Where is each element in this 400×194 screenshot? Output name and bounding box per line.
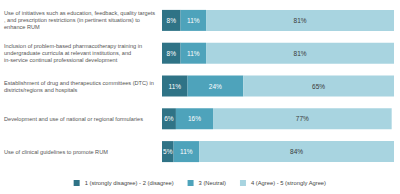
svg-text:undergraduate curricula at rel: undergraduate curricula at relevant inst…	[4, 50, 133, 56]
svg-text:24%: 24%	[209, 83, 222, 90]
svg-text:, and prescription restriction: , and prescription restrictions (in pert…	[4, 17, 141, 23]
svg-text:5%: 5%	[163, 148, 173, 155]
svg-text:Use of clinical guidelines to: Use of clinical guidelines to promote RU…	[4, 149, 108, 155]
svg-text:enhance RUM: enhance RUM	[4, 24, 40, 30]
svg-text:77%: 77%	[296, 115, 309, 122]
svg-text:8%: 8%	[167, 50, 177, 57]
svg-text:1 (strongly disagree) - 2 (dis: 1 (strongly disagree) - 2 (disagree)	[85, 180, 174, 186]
svg-text:11%: 11%	[180, 148, 193, 155]
svg-text:Inclusion of problem-based pha: Inclusion of problem-based pharmacothera…	[4, 43, 144, 49]
svg-text:Establishment of drug and ther: Establishment of drug and therapeutics c…	[4, 80, 155, 86]
svg-text:in-service continual professio: in-service continual professional develo…	[4, 57, 118, 63]
svg-text:81%: 81%	[294, 17, 307, 24]
svg-text:11%: 11%	[187, 17, 200, 24]
svg-text:11%: 11%	[168, 83, 181, 90]
svg-text:16%: 16%	[188, 115, 201, 122]
svg-text:4 (Agree) - 5 (strongly Agree): 4 (Agree) - 5 (strongly Agree)	[251, 180, 326, 186]
svg-text:districts/regions and hospital: districts/regions and hospitals	[4, 87, 78, 93]
svg-text:65%: 65%	[312, 83, 325, 90]
svg-text:8%: 8%	[167, 17, 177, 24]
svg-text:Use of initiatives such as edu: Use of initiatives such as education, fe…	[4, 10, 155, 16]
svg-text:84%: 84%	[290, 148, 303, 155]
svg-text:3 (Neutral): 3 (Neutral)	[199, 180, 226, 186]
svg-text:Development and use of nationa: Development and use of national or regio…	[4, 116, 143, 122]
svg-text:81%: 81%	[294, 50, 307, 57]
svg-text:6%: 6%	[164, 115, 174, 122]
svg-text:11%: 11%	[187, 50, 200, 57]
